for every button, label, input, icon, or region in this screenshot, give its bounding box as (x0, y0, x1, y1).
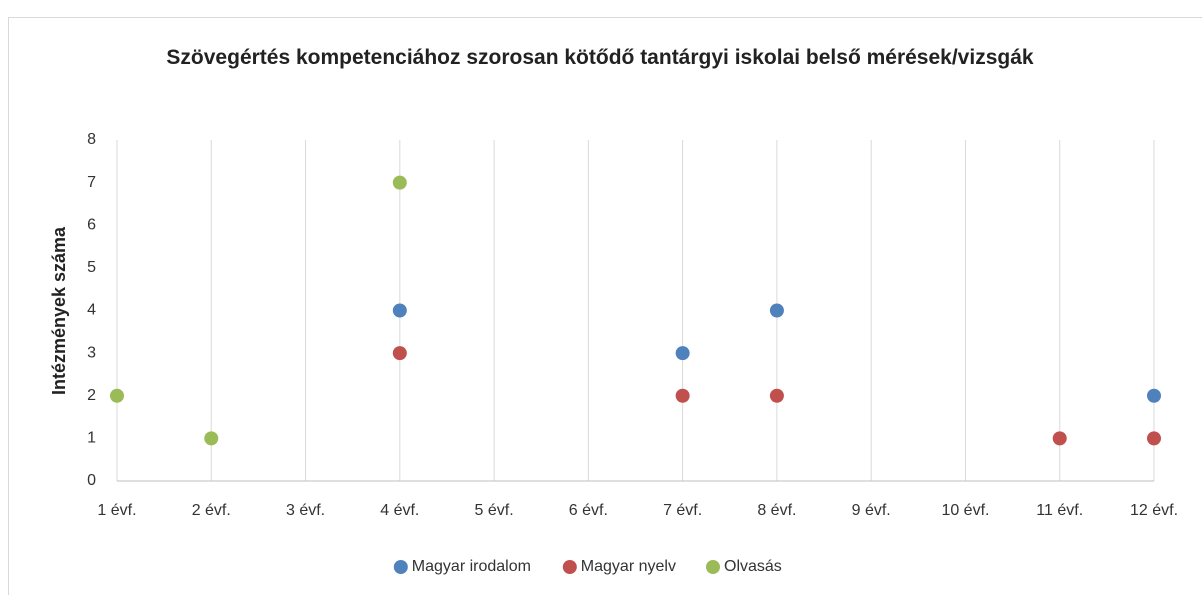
x-tick-label: 12 évf. (1130, 502, 1178, 519)
legend-marker (393, 560, 408, 574)
legend-label: Magyar nyelv (581, 558, 676, 575)
y-tick-label: 7 (87, 174, 96, 191)
y-tick-label: 5 (87, 259, 96, 276)
y-tick-label: 3 (87, 344, 96, 361)
chart-title: Szövegértés kompetenciához szorosan kötő… (166, 46, 1034, 69)
x-tick-label: 6 évf. (569, 502, 608, 519)
y-tick-label: 4 (87, 302, 96, 319)
y-tick-label: 1 (87, 430, 96, 447)
y-axis-label: Intézmények száma (49, 226, 69, 395)
point (769, 388, 784, 403)
x-tick-label: 8 évf. (757, 502, 796, 519)
point (392, 346, 407, 361)
x-tick-label: 11 évf. (1036, 502, 1083, 519)
x-tick-label: 1 évf. (97, 502, 136, 519)
x-tick-label: 10 évf. (941, 502, 989, 519)
point (392, 303, 407, 318)
legend-marker (562, 560, 577, 574)
y-tick-label: 8 (87, 131, 96, 148)
point (769, 303, 784, 318)
x-tick-label: 7 évf. (663, 502, 702, 519)
point (1147, 431, 1161, 446)
point (392, 175, 407, 190)
point (675, 388, 690, 403)
legend-label: Magyar irodalom (412, 558, 531, 575)
point (110, 388, 124, 403)
x-tick-label: 9 évf. (852, 502, 891, 519)
chart-border (8, 17, 1202, 595)
legend-label: Olvasás (724, 558, 782, 575)
point (204, 431, 219, 446)
point (1052, 431, 1067, 446)
y-tick-label: 2 (87, 387, 96, 404)
x-tick-label: 5 évf. (475, 502, 514, 519)
x-tick-label: 2 évf. (192, 502, 231, 519)
point (675, 346, 690, 361)
y-tick-label: 0 (87, 472, 96, 489)
x-tick-label: 3 évf. (286, 502, 325, 519)
point (1147, 388, 1161, 403)
x-tick-label: 4 évf. (380, 502, 419, 519)
legend-marker (706, 560, 720, 574)
y-tick-label: 6 (87, 216, 96, 233)
